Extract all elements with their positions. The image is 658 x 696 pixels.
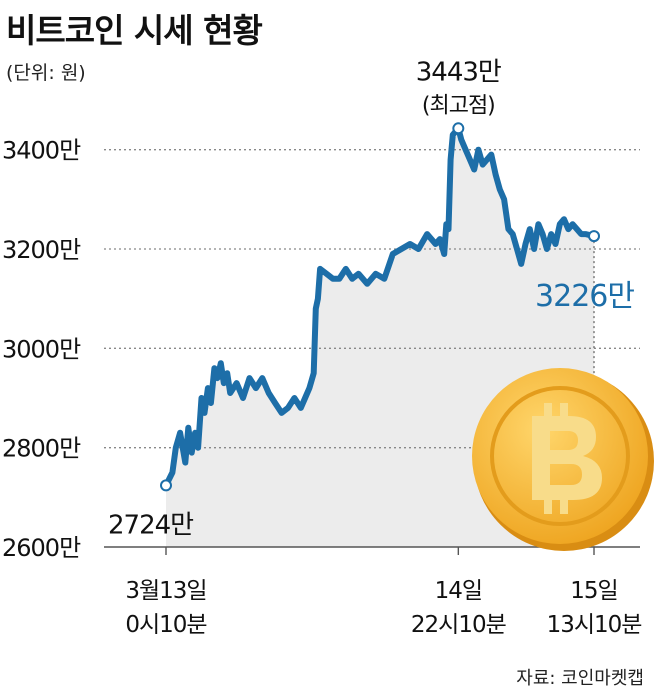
source-label: 자료: 코인마켓캡 xyxy=(516,668,644,689)
chart-title: 비트코인 시세 현황 xyxy=(6,11,263,50)
x-tick-label-line2: 22시10분 xyxy=(411,612,506,638)
label-layer: 2600만 2800만 3000만 3200만 3400만 3월13일 0시10분 14일 22… xyxy=(2,57,642,638)
bitcoin-b-tick xyxy=(544,403,552,417)
y-tick-label: 3000만 xyxy=(2,335,81,363)
peak-value-label: 3443만 xyxy=(416,57,501,87)
price-line xyxy=(163,125,597,489)
x-tick-label-line2: 0시10분 xyxy=(125,612,206,638)
x-tick-label-line1: 3월13일 xyxy=(125,578,206,604)
peak-marker xyxy=(452,122,465,135)
y-tick-label: 2600만 xyxy=(2,534,81,562)
coin-ring xyxy=(490,386,630,526)
bitcoin-coin-icon xyxy=(472,368,654,551)
x-tick-label-line2: 13시10분 xyxy=(547,612,642,638)
start-marker xyxy=(160,479,172,492)
bitcoin-b-tick xyxy=(560,403,568,417)
bitcoin-b-glyph xyxy=(532,416,602,500)
end-marker xyxy=(588,230,600,243)
end-value-label: 3226만 xyxy=(535,279,634,314)
x-tick-label-line1: 15일 xyxy=(570,578,617,604)
bitcoin-b-tick xyxy=(560,500,568,514)
bitcoin-b-tick xyxy=(544,500,552,514)
x-tick-label-line1: 14일 xyxy=(435,578,482,604)
start-value-label: 2724만 xyxy=(108,510,193,540)
y-tick-label: 3200만 xyxy=(2,236,81,264)
y-tick-label: 2800만 xyxy=(2,435,81,463)
peak-sub-label: (최고점) xyxy=(422,93,495,118)
y-tick-label: 3400만 xyxy=(2,137,81,165)
unit-label: (단위: 원) xyxy=(6,62,86,84)
line-layer xyxy=(163,125,597,489)
